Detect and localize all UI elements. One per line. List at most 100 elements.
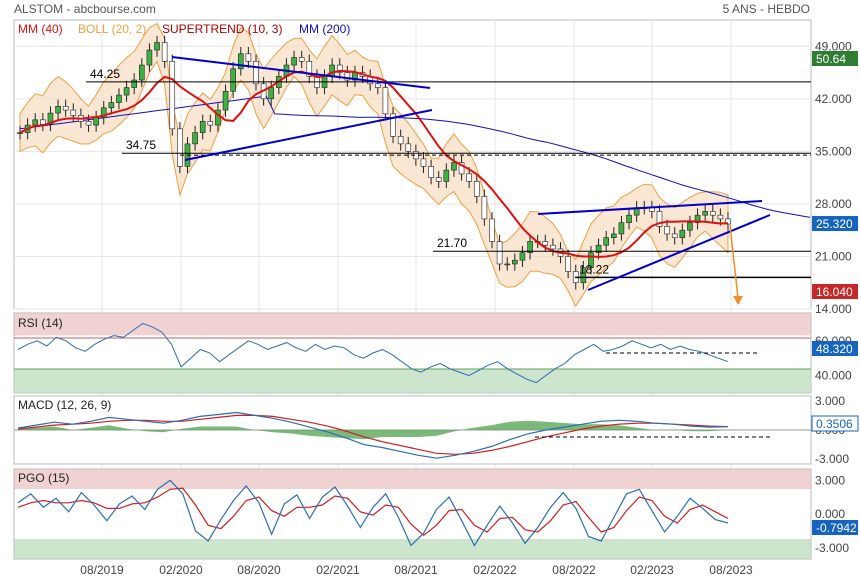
candle-body: [466, 173, 472, 182]
legend-item: MM (40): [18, 22, 63, 36]
source-label: ALSTOM - abcbourse.com: [14, 2, 156, 16]
x-tick-label: 08/2022: [552, 563, 596, 577]
candle-body: [390, 113, 396, 137]
candle-body: [717, 214, 724, 220]
period-label: 5 ANS - HEBDO: [722, 2, 810, 16]
candle-body: [139, 64, 145, 81]
rsi-y-tick-label: 40.000: [815, 369, 852, 383]
candle-body: [336, 64, 343, 73]
candle-body: [481, 196, 488, 220]
candle-body: [709, 211, 716, 216]
candle-body: [458, 162, 465, 175]
candle-body: [192, 132, 198, 145]
candle-body: [694, 214, 701, 223]
x-tick-label: 02/2022: [473, 563, 517, 577]
candle-body: [131, 79, 137, 88]
candle-body: [199, 121, 206, 133]
candle-body: [253, 60, 259, 85]
rsi-overbought-zone: [14, 313, 811, 336]
trendline: [537, 200, 763, 215]
level-label: 21.70: [437, 236, 467, 250]
y-tick-label: 28.000: [815, 197, 852, 211]
rsi-current-badge-bg: [812, 341, 858, 356]
candle-body: [161, 42, 168, 62]
price-high-badge-bg: [812, 51, 858, 66]
y-tick-label: 21.000: [815, 249, 852, 263]
candle-body: [679, 229, 686, 238]
candle-body: [268, 87, 275, 100]
x-tick-label: 02/2021: [316, 563, 360, 577]
legend-item: SUPERTREND (10, 3): [162, 22, 282, 36]
candle-body: [489, 218, 495, 242]
candle-body: [588, 252, 594, 269]
candle-body: [100, 107, 107, 118]
pgo-overbought-zone: [14, 469, 811, 489]
price-current-badge-bg: [812, 216, 858, 232]
candle-body: [116, 94, 122, 103]
candle-body: [512, 259, 518, 265]
candle-body: [85, 121, 92, 126]
candle-body: [40, 119, 46, 125]
candle-body: [611, 233, 617, 238]
candle-body: [154, 42, 160, 51]
candle-body: [603, 237, 609, 246]
candle-body: [428, 166, 434, 178]
candle-body: [702, 211, 708, 216]
x-tick-label: 02/2020: [159, 563, 203, 577]
candle-body: [595, 244, 602, 254]
y-tick-label: 49.000: [815, 39, 852, 53]
candle-body: [451, 162, 457, 171]
projection-arrow-line: [729, 224, 739, 299]
macd-current-badge: 0.3506: [816, 417, 853, 431]
x-tick-label: 02/2023: [630, 563, 674, 577]
rsi-current-badge: 48.320: [816, 342, 853, 356]
candle-body: [291, 57, 297, 66]
price-content: 44.25 34.75 21.70 18.22 50.64 25.320 16.040: [17, 22, 858, 308]
macd-y-tick-label: -3.000: [815, 452, 849, 466]
candle-body: [542, 241, 549, 246]
pgo-y-tick-label: -3.000: [815, 541, 849, 555]
projection-arrow-head: [733, 296, 743, 305]
y-tick-label: 42.000: [815, 92, 852, 106]
pgo-oversold-zone: [14, 539, 811, 559]
candle-body: [550, 244, 556, 250]
candle-body: [443, 169, 450, 182]
mm200-line: [19, 95, 811, 218]
macd-histogram: [18, 420, 728, 440]
x-tick-label: 08/2020: [237, 563, 281, 577]
pgo-title: PGO (15): [18, 471, 69, 485]
candle-body: [93, 117, 99, 126]
rsi-line: [17, 322, 729, 384]
candle-body: [108, 102, 115, 109]
rsi-title: RSI (14): [18, 316, 63, 330]
price-current-badge: 25.320: [816, 217, 853, 231]
trendline: [171, 56, 431, 89]
macd-y-tick-label: 3.000: [815, 394, 845, 408]
pgo-signal-line: [17, 487, 729, 537]
level-label: 18.22: [579, 262, 609, 276]
candle-body: [237, 53, 244, 70]
pgo-line: [17, 479, 729, 547]
candle-body: [306, 60, 313, 77]
pgo-panel: 3.000 0.000 -3.000 PGO (15) -0.7942: [13, 468, 858, 560]
x-tick-label: 08/2023: [709, 563, 753, 577]
legend-item: MM (200): [299, 22, 350, 36]
candle-body: [656, 211, 663, 227]
candle-body: [618, 222, 625, 235]
candle-body: [504, 263, 511, 266]
candle-body: [519, 252, 526, 261]
candle-body: [329, 64, 335, 77]
pgo-content: 3.000 0.000 -3.000 PGO (15) -0.7942: [14, 469, 858, 559]
x-tick-label: 08/2021: [394, 563, 438, 577]
candle-body: [671, 233, 678, 238]
candle-body: [55, 106, 61, 114]
candle-body: [382, 87, 389, 115]
legend-item: BOLL (20, 2): [78, 22, 146, 36]
candle-body: [146, 49, 153, 66]
y-tick-label: 14.000: [815, 302, 852, 316]
y-tick-label: 35.000: [815, 144, 852, 158]
pgo-current-badge-bg: [812, 520, 858, 535]
